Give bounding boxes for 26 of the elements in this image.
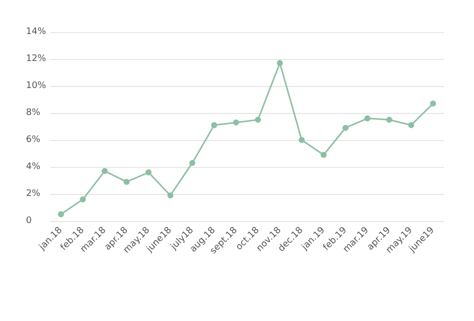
point [386, 116, 392, 123]
point [102, 168, 108, 174]
y-tick-label: 0 [26, 216, 32, 226]
point [146, 169, 152, 176]
point [167, 192, 174, 198]
point [254, 116, 261, 123]
y-tick-label: 10% [26, 81, 46, 91]
y-tick-label: 8% [26, 108, 41, 118]
y-tick-label: 14% [26, 27, 46, 37]
point [342, 124, 348, 131]
y-tick-label: 2% [26, 189, 41, 199]
y-tick-label: 6% [26, 135, 41, 145]
point [408, 122, 414, 128]
point [80, 196, 86, 202]
y-tick-label: 12% [26, 54, 46, 64]
point [233, 119, 240, 126]
point [211, 122, 218, 128]
point [364, 115, 370, 122]
point [430, 100, 436, 107]
point [320, 152, 327, 158]
point [58, 211, 64, 218]
point [189, 160, 196, 166]
point [124, 178, 130, 185]
y-tick-label: 4% [26, 162, 41, 172]
point [298, 137, 305, 143]
point [276, 60, 283, 66]
